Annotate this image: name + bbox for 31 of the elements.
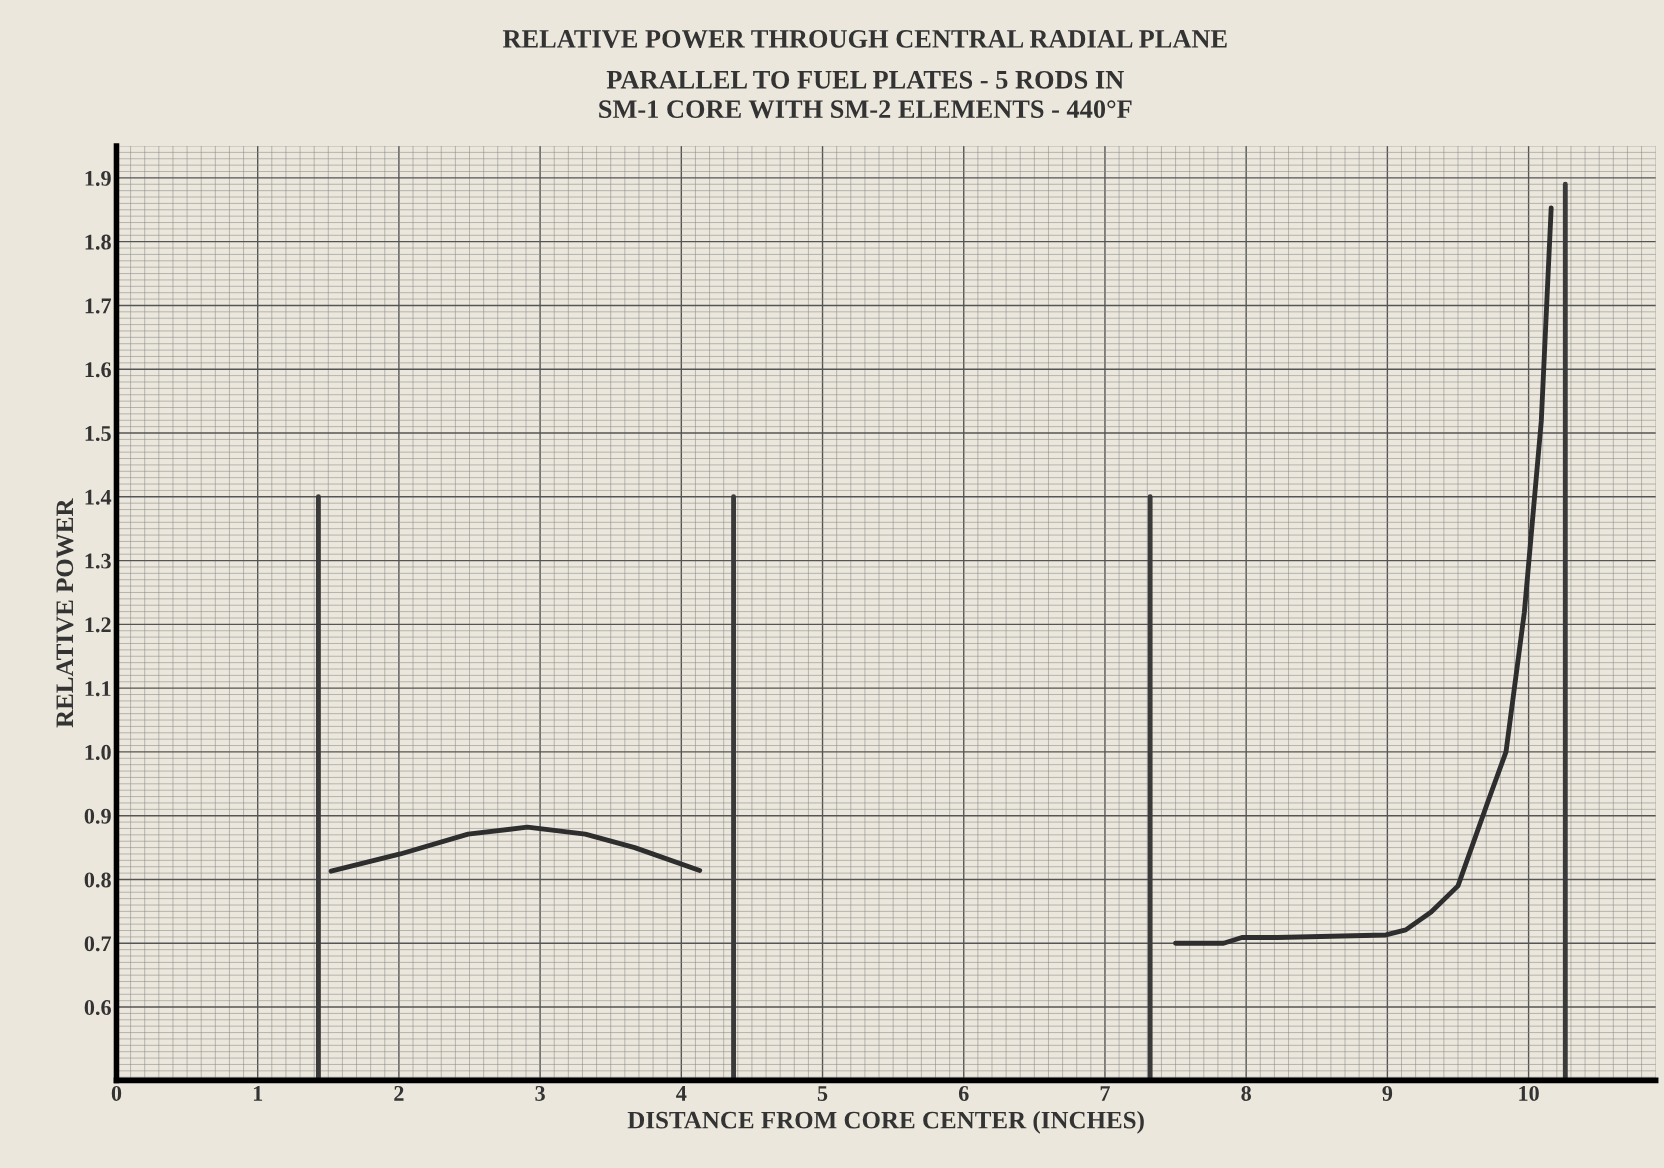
x-tick-label: 1 — [253, 1086, 263, 1101]
y-tick-label: 1.6 — [85, 362, 111, 378]
y-axis-title: RELATIVE POWER — [56, 498, 74, 728]
y-tick-label: 1.2 — [85, 617, 111, 633]
y-tick-label: 0.6 — [84, 999, 111, 1016]
y-tick-label: 1.9 — [85, 170, 111, 186]
x-tick-label: 6 — [958, 1085, 969, 1101]
y-tick-label: 0.8 — [84, 872, 111, 888]
x-tick-label: 3 — [535, 1085, 545, 1101]
y-tick-label: 0.9 — [84, 808, 111, 824]
line-series — [328, 824, 703, 874]
y-tick-label: 1.3 — [85, 553, 111, 569]
x-tick-label: 7 — [1100, 1086, 1110, 1101]
x-tick-label: 2 — [394, 1085, 404, 1101]
y-tick-label: 1.4 — [85, 489, 112, 505]
y-tick-label: 1.5 — [85, 426, 111, 442]
y-tick-label: 1.0 — [85, 744, 111, 760]
x-tick-label: 5 — [817, 1086, 828, 1101]
y-tick-label: 1.1 — [85, 681, 111, 697]
x-axis-title: DISTANCE FROM CORE CENTER (INCHES) — [627, 1110, 1144, 1134]
x-tick-label: 8 — [1241, 1085, 1251, 1101]
chart-title: RELATIVE POWER THROUGH CENTRAL RADIAL PLANE — [502, 30, 1227, 48]
x-tick-label: 0 — [111, 1085, 122, 1101]
y-tick-label: 1.7 — [85, 298, 112, 314]
line-series — [1173, 205, 1554, 946]
x-tick-label: 4 — [676, 1086, 687, 1101]
chart-subtitle: PARALLEL TO FUEL PLATES - 5 RODS IN SM-1 CORE WITH SM-2 ELEMENTS - 440°F — [599, 70, 1132, 119]
x-tick-label: 10 — [1519, 1085, 1539, 1101]
y-tick-label: 1.8 — [85, 234, 111, 250]
x-tick-label: 9 — [1382, 1085, 1393, 1101]
y-tick-label: 0.7 — [84, 936, 112, 952]
